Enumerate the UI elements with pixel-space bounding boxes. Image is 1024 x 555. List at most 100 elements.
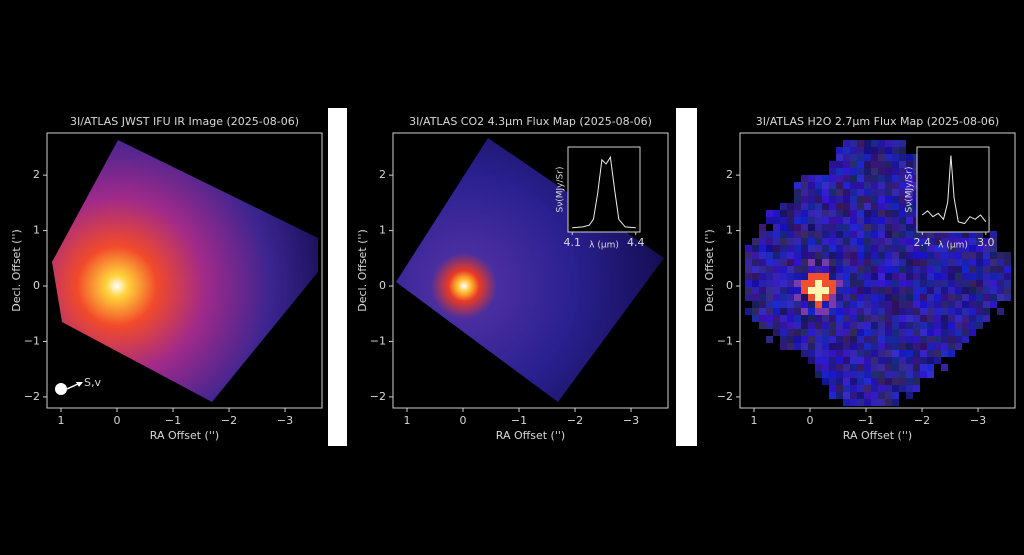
pixel: [850, 364, 857, 371]
pixel: [808, 329, 815, 336]
pixel: [864, 287, 871, 294]
pixel: [843, 350, 850, 357]
spectrum: [572, 155, 636, 229]
pixel: [983, 266, 990, 273]
pixel: [941, 308, 948, 315]
pixel: [836, 182, 843, 189]
pixel: [920, 315, 927, 322]
pixel: [836, 266, 843, 273]
pixel: [948, 266, 955, 273]
pixel: [969, 231, 976, 238]
pixel: [836, 273, 843, 280]
pixel: [899, 364, 906, 371]
pixel: [878, 315, 885, 322]
pixel: [829, 308, 836, 315]
pixel: [801, 336, 808, 343]
pixel: [871, 280, 878, 287]
pixel: [850, 357, 857, 364]
pixel: [899, 196, 906, 203]
pixel: [808, 343, 815, 350]
pixel: [836, 147, 843, 154]
pixel: [794, 224, 801, 231]
pixel: [976, 266, 983, 273]
pixel: [906, 224, 913, 231]
pixel: [759, 287, 766, 294]
pixel: [815, 364, 822, 371]
pixel: [780, 203, 787, 210]
pixel: [871, 301, 878, 308]
pixel: [857, 301, 864, 308]
pixel: [745, 266, 752, 273]
pixel: [899, 329, 906, 336]
pixel: [857, 203, 864, 210]
x-tick-label: −3: [623, 414, 639, 427]
pixel: [794, 287, 801, 294]
pixel: [913, 238, 920, 245]
pixel: [843, 147, 850, 154]
pixel: [885, 385, 892, 392]
pixel: [948, 329, 955, 336]
pixel: [843, 231, 850, 238]
pixel: [885, 392, 892, 399]
pixel: [836, 364, 843, 371]
pixel: [843, 259, 850, 266]
pixel: [962, 322, 969, 329]
pixel: [885, 378, 892, 385]
pixel: [871, 392, 878, 399]
pixel: [899, 154, 906, 161]
panel-title: 3I/ATLAS H2O 2.7µm Flux Map (2025-08-06): [756, 115, 999, 128]
pixel: [927, 266, 934, 273]
pixel: [976, 259, 983, 266]
arrow-head: [76, 382, 83, 387]
pixel: [843, 140, 850, 147]
pixel: [850, 252, 857, 259]
pixel: [752, 280, 759, 287]
pixel: [815, 238, 822, 245]
pixel: [906, 154, 913, 161]
pixel: [920, 238, 927, 245]
pixel: [857, 280, 864, 287]
pixel: [850, 196, 857, 203]
pixel: [878, 308, 885, 315]
pixel: [857, 294, 864, 301]
inset-x-tick-label: 4.1: [563, 236, 581, 249]
pixel: [822, 231, 829, 238]
pixel: [857, 168, 864, 175]
pixel: [871, 217, 878, 224]
pixel: [976, 231, 983, 238]
pixel: [955, 280, 962, 287]
x-tick-label: 1: [751, 414, 758, 427]
pixel: [864, 266, 871, 273]
pixel: [815, 259, 822, 266]
pixel: [829, 301, 836, 308]
pixel: [885, 357, 892, 364]
pixel: [990, 252, 997, 259]
pixel: [899, 175, 906, 182]
pixel: [829, 189, 836, 196]
pixel: [864, 273, 871, 280]
pixel: [913, 385, 920, 392]
pixel: [766, 336, 773, 343]
pixel: [843, 322, 850, 329]
pixel: [759, 266, 766, 273]
pixel: [962, 294, 969, 301]
x-tick-label: 0: [807, 414, 814, 427]
pixel: [857, 161, 864, 168]
y-tick-label: 1: [726, 224, 733, 237]
pixel: [899, 245, 906, 252]
pixel: [878, 329, 885, 336]
pixel: [829, 329, 836, 336]
pixel: [780, 287, 787, 294]
inset-x-tick-label: 3.0: [977, 236, 995, 249]
pixel: [892, 259, 899, 266]
pixel: [815, 287, 822, 294]
pixel: [913, 350, 920, 357]
pixel: [766, 308, 773, 315]
pixel: [836, 217, 843, 224]
pixel: [766, 294, 773, 301]
pixel: [808, 308, 815, 315]
pixel: [787, 315, 794, 322]
pixel: [906, 343, 913, 350]
pixel: [815, 315, 822, 322]
pixel: [927, 364, 934, 371]
